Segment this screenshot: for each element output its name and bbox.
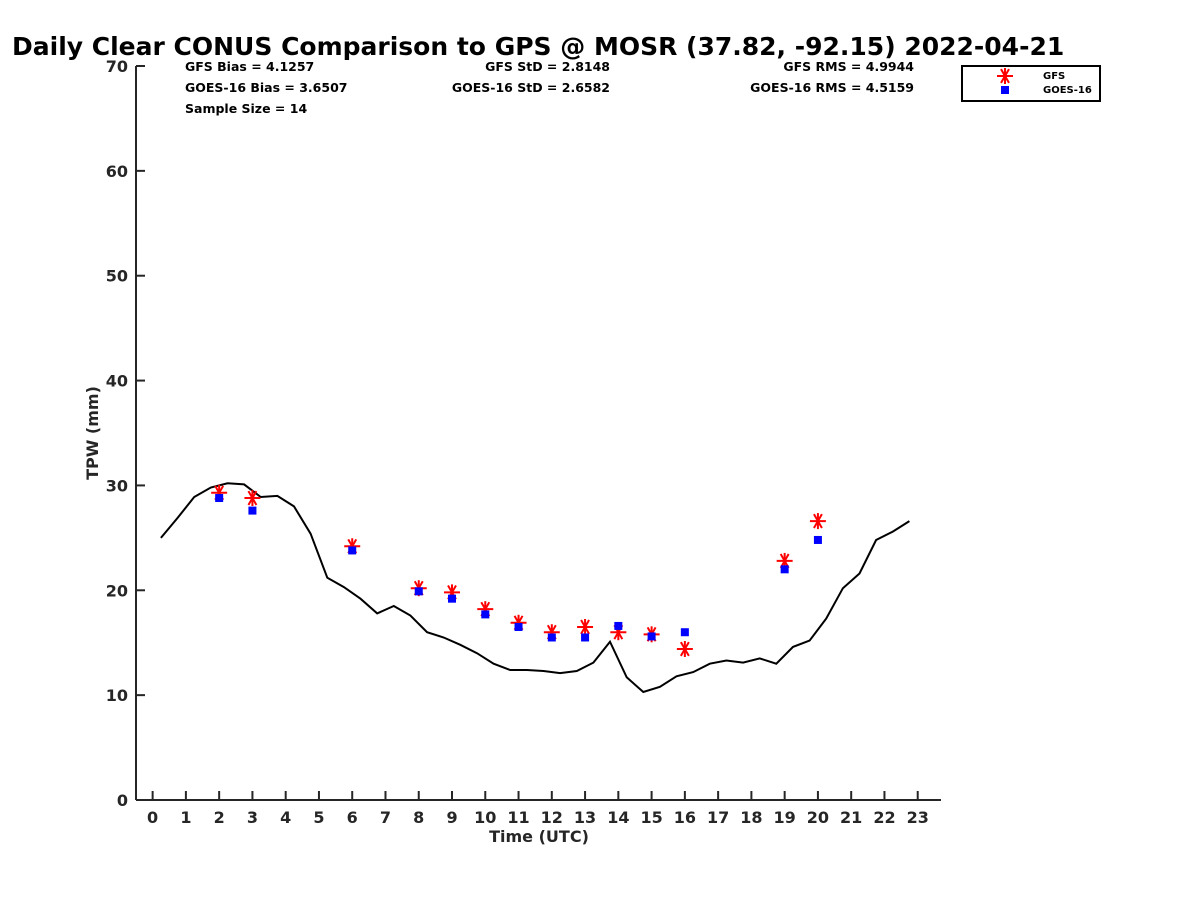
y-tick-label: 10 [106,686,128,705]
x-tick-label: 2 [214,808,225,827]
goes-point [448,594,457,603]
y-tick-label: 20 [106,581,128,600]
goes-series [215,494,822,642]
stat-gfs-rms: GFS RMS = 4.9944 [783,59,914,74]
goes-point [614,621,623,630]
x-tick-label: 17 [707,808,729,827]
stat-goes-std: GOES-16 StD = 2.6582 [452,80,610,95]
goes-point [215,494,224,503]
goes-point [414,587,423,596]
stat-gfs-std: GFS StD = 2.8148 [485,59,610,74]
goes-point [581,633,590,642]
x-tick-label: 18 [740,808,762,827]
x-tick-label: 19 [774,808,796,827]
stats-block: GFS Bias = 4.1257 GOES-16 Bias = 3.6507 … [185,59,914,116]
x-ticks: 0 1 2 3 4 5 6 7 8 9 10 11 12 13 14 15 16 17 18 19 20 21 22 23 [147,791,929,827]
legend-gfs-label: GFS [1043,71,1065,82]
x-tick-label: 21 [840,808,862,827]
x-tick-label: 1 [180,808,191,827]
y-tick-label: 50 [106,267,128,286]
x-tick-label: 0 [147,808,158,827]
gps-line [160,482,910,694]
goes-point [348,546,357,555]
x-tick-label: 5 [313,808,324,827]
y-tick-label: 0 [117,791,128,810]
x-tick-label: 13 [574,808,596,827]
legend-gfs-asterisk [997,68,1013,84]
goes-point [647,632,656,641]
y-tick-label: 30 [106,476,128,495]
stat-gfs-bias: GFS Bias = 4.1257 [185,59,314,74]
legend-goes-label: GOES-16 [1043,85,1092,96]
stat-goes-rms: GOES-16 RMS = 4.5159 [750,80,914,95]
goes-point [547,633,556,642]
x-tick-label: 4 [280,808,291,827]
x-axis-label: Time (UTC) [489,827,589,846]
gfs-point [244,490,261,507]
goes-point [813,535,822,544]
gfs-series [211,484,826,658]
x-tick-label: 14 [607,808,629,827]
x-tick-label: 3 [247,808,258,827]
goes-point [514,622,523,631]
y-axis-label: TPW (mm) [83,386,102,480]
x-tick-label: 10 [474,808,496,827]
x-tick-label: 8 [413,808,424,827]
x-tick-label: 6 [347,808,358,827]
x-tick-label: 11 [507,808,529,827]
y-ticks: 0 10 20 30 40 50 60 70 [106,57,145,810]
legend-goes-marker [1001,86,1009,94]
x-tick-label: 22 [873,808,895,827]
x-tick-label: 9 [446,808,457,827]
x-tick-label: 16 [674,808,696,827]
goes-point [248,506,257,515]
gfs-point [577,618,594,635]
gfs-point [809,513,826,530]
x-tick-label: 15 [640,808,662,827]
legend-gfs-marker [997,68,1013,84]
x-tick-label: 12 [541,808,563,827]
gps-series [160,482,910,694]
y-tick-label: 60 [106,162,128,181]
x-tick-label: 23 [907,808,929,827]
goes-point [481,610,490,619]
goes-point [680,628,689,637]
y-tick-label: 40 [106,372,128,391]
y-tick-label: 70 [106,57,128,76]
stat-sample-size: Sample Size = 14 [185,101,307,116]
stat-goes-bias: GOES-16 Bias = 3.6507 [185,80,347,95]
legend: GFS GOES-16 [961,65,1101,102]
x-tick-label: 7 [380,808,391,827]
gfs-point [676,641,693,658]
chart-title: Daily Clear CONUS Comparison to GPS @ MO… [12,32,1064,61]
goes-point [780,565,789,574]
legend-box [961,65,1101,102]
axes [135,66,941,801]
x-tick-label: 20 [807,808,829,827]
